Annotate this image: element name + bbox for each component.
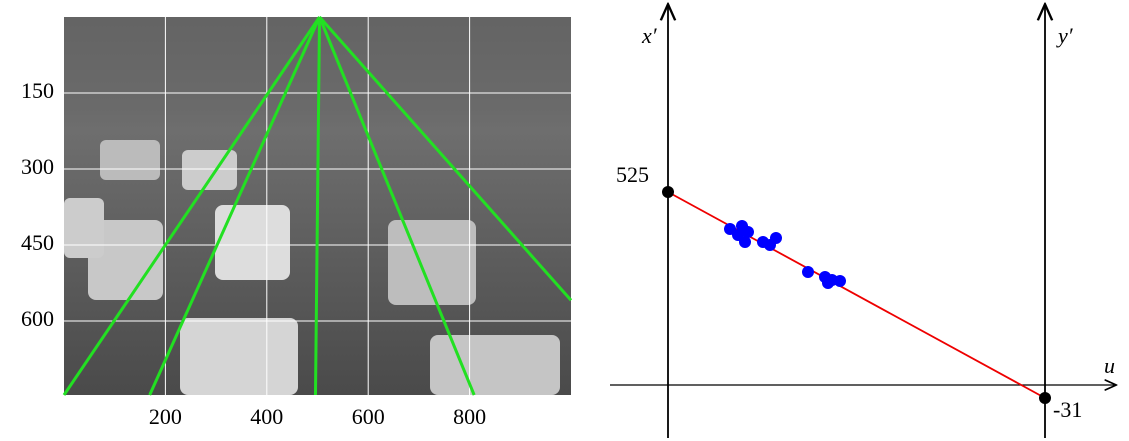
x-tick-label: 400 xyxy=(250,404,283,429)
axis-label: x′ xyxy=(641,23,658,48)
car xyxy=(100,140,160,180)
figure: 200 400 600 800 150 300 450 600 x′ y′ u 525 -31 xyxy=(0,0,1129,441)
x-tick-label: 200 xyxy=(149,404,182,429)
y-tick-label: 600 xyxy=(21,306,54,331)
fit-line xyxy=(668,192,1045,398)
y-tick-label: 300 xyxy=(21,154,54,179)
car xyxy=(215,205,290,280)
endpoint xyxy=(662,186,674,198)
value-label: 525 xyxy=(616,162,649,187)
endpoint xyxy=(1039,392,1051,404)
x-tick-label: 800 xyxy=(453,404,486,429)
y-tick-label: 150 xyxy=(21,78,54,103)
x-tick-label: 600 xyxy=(352,404,385,429)
car xyxy=(180,318,298,395)
car xyxy=(430,335,560,395)
y-tick-label: 450 xyxy=(21,230,54,255)
image-panel: 200 400 600 800 150 300 450 600 xyxy=(21,17,571,429)
axis-label: y′ xyxy=(1056,23,1074,48)
diagram-panel: x′ y′ u 525 -31 xyxy=(610,6,1115,438)
axis-label: u xyxy=(1104,353,1115,378)
points xyxy=(724,220,846,289)
value-label: -31 xyxy=(1053,397,1082,422)
car xyxy=(64,198,104,258)
car xyxy=(182,150,237,190)
page: {"left_panel": {"xlim": [0, 1000], "ylim… xyxy=(0,0,1129,441)
